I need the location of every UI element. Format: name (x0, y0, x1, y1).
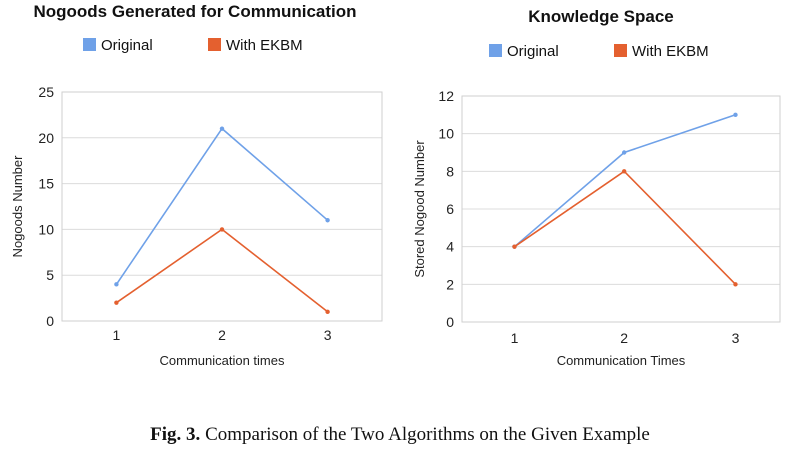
data-point (325, 218, 330, 223)
y-tick-label: 12 (438, 88, 454, 104)
y-tick-label: 6 (446, 201, 454, 217)
y-tick-label: 4 (446, 239, 454, 255)
series-line-1 (115, 127, 329, 285)
data-point (621, 169, 627, 174)
y-tick-label: 15 (38, 176, 54, 192)
legend-label: Original (101, 37, 153, 54)
y-tick-label: 20 (38, 130, 54, 146)
x-axis-label: Communication times (160, 353, 285, 368)
y-tick-label: 0 (446, 314, 454, 330)
data-point (114, 300, 119, 305)
x-tick-label: 2 (218, 327, 226, 343)
chart-title: Knowledge Space (528, 7, 673, 26)
x-tick-label: 1 (113, 327, 121, 343)
figure-caption-text: Comparison of the Two Algorithms on the … (205, 424, 650, 445)
legend-swatch (208, 38, 221, 51)
data-point (621, 150, 627, 155)
y-axis-label: Stored Nogood Number (412, 140, 427, 278)
figure-caption-label: Fig. 3. (150, 424, 201, 445)
legend-swatch (489, 44, 502, 57)
legend-swatch (614, 44, 627, 57)
chart-2: Knowledge Space Original With EKBM 0 2 4 6 8 10 1… (412, 7, 781, 368)
x-tick-label: 2 (620, 330, 628, 346)
y-tick-label: 2 (446, 276, 454, 292)
plot-area (461, 95, 781, 323)
y-tick-label: 10 (438, 126, 454, 142)
plot-area (61, 91, 383, 322)
legend-label: Original (507, 43, 559, 60)
data-point (114, 282, 119, 287)
legend-label: With EKBM (632, 43, 709, 60)
y-tick-label: 0 (46, 313, 54, 329)
data-point (325, 309, 330, 315)
y-tick-label: 5 (46, 267, 54, 283)
legend-swatch (83, 38, 96, 51)
series-line-1 (513, 114, 736, 248)
x-tick-label: 3 (324, 327, 332, 343)
y-tick-label: 10 (38, 221, 54, 237)
legend-label: With EKBM (226, 37, 303, 54)
figure-caption: Fig. 3. Comparison of the Two Algorithms… (0, 424, 800, 446)
series-line-2 (115, 228, 329, 313)
data-point (733, 282, 738, 287)
data-point (733, 112, 738, 118)
chart-title: Nogoods Generated for Communication (33, 2, 356, 21)
y-tick-label: 25 (38, 84, 54, 100)
data-point (219, 227, 225, 232)
data-point (219, 126, 225, 131)
data-point (512, 244, 517, 249)
y-axis-label: Nogoods Number (10, 155, 25, 258)
series-line-2 (514, 170, 737, 285)
x-tick-label: 1 (511, 330, 519, 346)
chart-1: Nogoods Generated for Communication Origi… (10, 2, 383, 368)
x-tick-label: 3 (732, 330, 740, 346)
y-tick-label: 8 (446, 163, 454, 179)
x-axis-label: Communication Times (557, 353, 686, 368)
